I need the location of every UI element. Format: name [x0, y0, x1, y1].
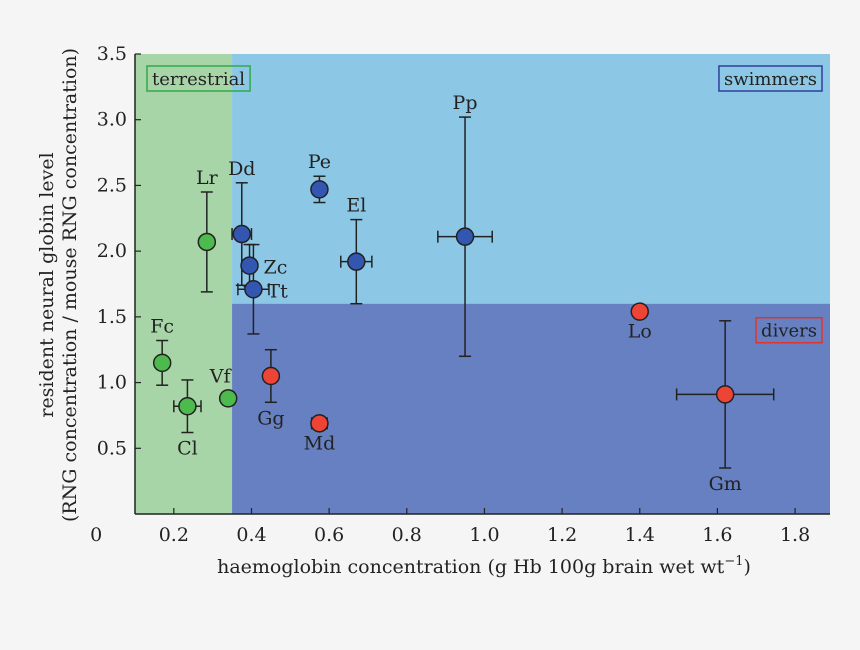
y-axis-title: resident neural globin level (RNG concen… [36, 48, 81, 522]
marker-layer [152, 180, 735, 433]
region-terrestrial [135, 54, 233, 514]
region-label-divers-box [755, 316, 823, 344]
point-label-Pp: Pp [453, 92, 478, 114]
point-label-Pe: Pe [308, 151, 331, 173]
x-tick-label: 0.2 [159, 524, 189, 546]
region-label-swimmers: swimmers [718, 65, 823, 92]
point-Gg [261, 366, 281, 386]
point-label-Tt: Tt [267, 280, 288, 302]
region-label-layer: terrestrial swimmers divers [146, 65, 823, 344]
point-Tt [244, 280, 263, 299]
region-label-terrestrial-text: terrestrial [152, 69, 245, 90]
region-layer [135, 54, 831, 514]
x-tick-label: 0 [90, 524, 102, 546]
point-Lo [630, 302, 649, 321]
point-label-Gg: Gg [257, 407, 284, 429]
point-label-Gm: Gm [709, 473, 742, 495]
region-label-divers-text: divers [761, 321, 817, 342]
point-label-Lr: Lr [196, 167, 219, 189]
point-Zc [240, 256, 259, 275]
x-axis-title: haemoglobin concentration (g Hb 100g bra… [217, 554, 751, 578]
region-label-terrestrial: terrestrial [146, 65, 251, 92]
region-label-divers: divers [755, 316, 823, 344]
region-divers [232, 303, 831, 514]
y-tick-label: 3.0 [97, 109, 127, 131]
x-tick-label: 0.4 [236, 524, 266, 546]
x-tick-label: 1.8 [780, 524, 810, 546]
point-label-Zc: Zc [264, 257, 288, 279]
tick-layer: 0.5 1.0 1.5 2.0 2.5 3.0 3.5 0 0.2 0.4 0.6 0.8 1.0 1.2… [90, 43, 810, 546]
point-Gm [715, 385, 735, 404]
point-Pp [455, 227, 475, 246]
point-label-Fc: Fc [150, 316, 174, 338]
axes-layer [134, 54, 830, 515]
x-tick-label: 1.6 [702, 524, 732, 546]
point-Fc [152, 353, 172, 373]
x-tick-label: 0.8 [392, 524, 422, 546]
region-swimmers [232, 54, 831, 304]
point-Dd [232, 224, 252, 244]
point-label-Md: Md [304, 432, 336, 454]
region-label-swimmers-box [718, 65, 823, 92]
y-tick-label: 2.0 [97, 240, 127, 262]
point-label-Vf: Vf [209, 365, 233, 387]
y-tick-label: 3.5 [97, 43, 127, 65]
point-label-Dd: Dd [228, 158, 255, 180]
point-Md [310, 414, 329, 433]
point-El [347, 252, 366, 271]
region-label-terrestrial-box [146, 65, 251, 92]
point-label-El: El [346, 195, 366, 217]
y-tick-label: 1.5 [97, 306, 127, 328]
y-axis-title-line1: resident neural globin level [36, 152, 58, 417]
region-label-swimmers-text: swimmers [724, 69, 817, 90]
point-Lr [197, 232, 217, 252]
y-tick-label: 1.0 [97, 372, 127, 394]
point-label-Cl: Cl [177, 438, 198, 460]
x-tick-label: 1.0 [469, 524, 499, 546]
y-tick-label: 0.5 [97, 437, 127, 459]
point-Pe [310, 180, 329, 199]
y-axis-title-line2: (RNG concentration / mouse RNG concentra… [59, 48, 81, 522]
point-Cl [178, 396, 197, 416]
y-tick-label: 2.5 [97, 174, 127, 196]
x-tick-label: 0.6 [314, 524, 344, 546]
x-tick-label: 1.2 [547, 524, 577, 546]
x-tick-label: 1.4 [625, 524, 655, 546]
point-Vf [218, 389, 238, 408]
point-label-Lo: Lo [628, 321, 652, 343]
